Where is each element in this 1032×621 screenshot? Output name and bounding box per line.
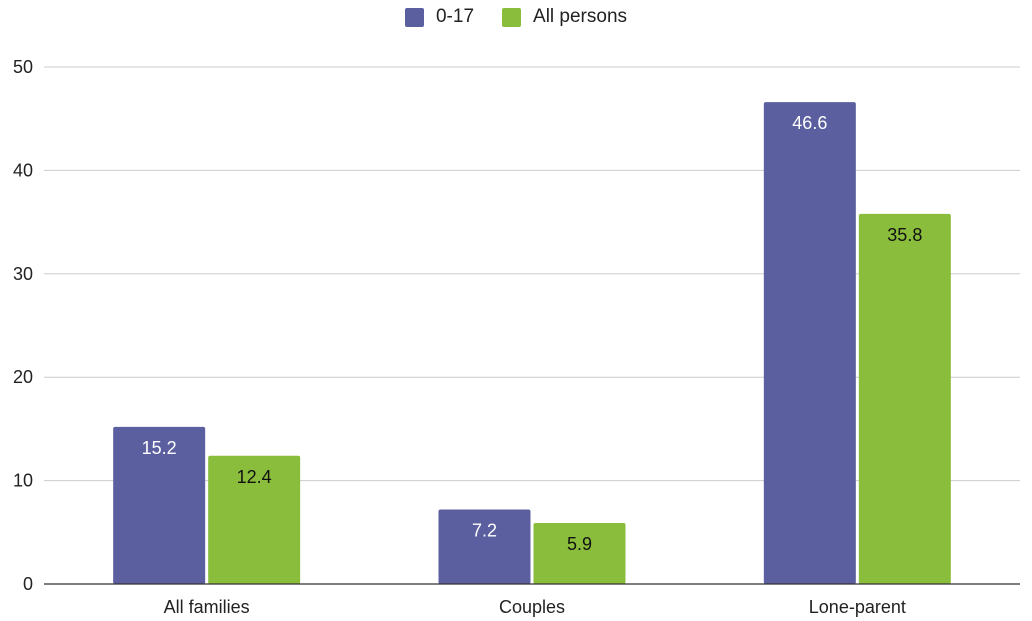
x-tick-label: Couples xyxy=(499,597,565,617)
bar-all-persons-lone-parent xyxy=(858,213,951,584)
y-tick-label: 20 xyxy=(13,367,33,387)
data-label: 46.6 xyxy=(792,113,827,133)
data-label: 15.2 xyxy=(142,438,177,458)
y-tick-label: 10 xyxy=(13,471,33,491)
gridlines xyxy=(44,66,1020,482)
y-tick-label: 40 xyxy=(13,160,33,180)
data-label: 7.2 xyxy=(472,521,497,541)
bar-all-persons-all-families xyxy=(208,455,301,584)
bar-0-17-couples xyxy=(438,509,531,584)
legend-swatch-0-17 xyxy=(404,7,424,27)
y-tick-label: 50 xyxy=(13,57,33,77)
y-tick-label: 0 xyxy=(23,574,33,594)
x-tick-label: All families xyxy=(164,597,250,617)
legend-item-0-17: 0-17 xyxy=(404,6,475,28)
bar-0-17-all-families xyxy=(113,426,206,584)
legend-item-all-persons: All persons xyxy=(502,6,627,28)
data-label: 5.9 xyxy=(567,534,592,554)
legend-label-0-17: 0-17 xyxy=(435,6,475,27)
data-label: 35.8 xyxy=(887,225,922,245)
y-tick-label: 30 xyxy=(13,264,33,284)
bars: 15.2 12.4 7.2 5.9 46.6 35.8 xyxy=(113,102,951,584)
bar-0-17-lone-parent xyxy=(763,102,856,584)
legend: 0-17 All persons xyxy=(0,6,1032,28)
bar-all-persons-couples xyxy=(533,522,626,584)
data-label: 12.4 xyxy=(237,467,272,487)
legend-label-all-persons: All persons xyxy=(533,6,628,27)
axes: 0 10 20 30 40 50 All families Couples Lone-paren… xyxy=(13,57,1020,617)
legend-swatch-all-persons xyxy=(502,7,522,27)
x-tick-label: Lone-parent xyxy=(809,597,906,617)
